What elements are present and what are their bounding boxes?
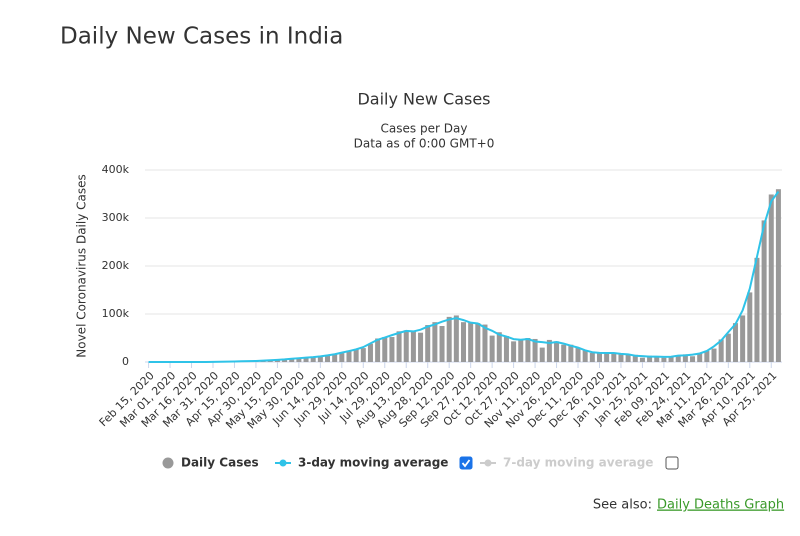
checkbox[interactable] <box>666 457 678 469</box>
bar <box>354 350 359 362</box>
chart-title: Daily New Cases <box>357 90 490 109</box>
bar <box>447 317 452 362</box>
bar <box>561 345 566 362</box>
bar <box>640 358 645 362</box>
bar <box>661 358 666 362</box>
bar <box>769 194 774 362</box>
bar <box>626 355 631 362</box>
bar <box>518 340 523 362</box>
bar <box>525 338 530 362</box>
bar <box>740 315 745 362</box>
bar <box>540 348 545 362</box>
bar <box>475 323 480 362</box>
bar <box>375 338 380 362</box>
bar <box>440 326 445 362</box>
bar <box>712 349 717 362</box>
bar <box>490 336 495 362</box>
bar <box>339 353 344 362</box>
legend-label[interactable]: Daily Cases <box>181 456 259 470</box>
bar <box>583 350 588 362</box>
bar <box>754 258 759 362</box>
bar <box>454 315 459 362</box>
bar <box>511 341 516 362</box>
see-also-link[interactable]: Daily Deaths Graph <box>657 498 784 513</box>
bar <box>554 341 559 362</box>
y-axis-label: Novel Coronavirus Daily Cases <box>75 174 89 357</box>
bar <box>461 322 466 362</box>
y-tick-label: 400k <box>102 163 130 176</box>
bar <box>726 334 731 362</box>
bar <box>733 323 738 362</box>
legend-label[interactable]: 3-day moving average <box>298 456 448 470</box>
legend-marker <box>485 460 492 467</box>
bar <box>597 353 602 362</box>
bar <box>590 353 595 362</box>
legend-marker <box>280 460 287 467</box>
bar <box>404 330 409 362</box>
bar <box>425 325 430 362</box>
bar <box>411 331 416 362</box>
bar <box>418 333 423 362</box>
bar <box>762 220 767 362</box>
legend-marker <box>163 458 174 469</box>
bar <box>690 356 695 362</box>
y-tick-label: 300k <box>102 211 130 224</box>
bar <box>432 322 437 362</box>
y-tick-label: 200k <box>102 259 130 272</box>
bar <box>361 348 366 362</box>
bar <box>482 325 487 362</box>
chart-subtitle: Data as of 0:00 GMT+0 <box>354 137 495 151</box>
see-also-prefix: See also: <box>593 498 652 513</box>
bar <box>611 353 616 362</box>
bar <box>382 337 387 362</box>
bar <box>576 348 581 362</box>
bar <box>368 344 373 362</box>
page-heading: Daily New Cases in India <box>60 24 343 50</box>
chart-subtitle: Cases per Day <box>381 122 468 136</box>
bar <box>389 337 394 362</box>
bar <box>747 292 752 362</box>
bar <box>468 323 473 362</box>
checkbox[interactable] <box>460 457 472 469</box>
bar <box>776 189 781 362</box>
y-tick-label: 100k <box>102 307 130 320</box>
y-tick-label: 0 <box>122 355 129 368</box>
bar <box>568 345 573 362</box>
bar <box>504 336 509 362</box>
legend-label[interactable]: 7-day moving average <box>503 456 653 470</box>
bar <box>497 332 502 362</box>
bar <box>397 331 402 362</box>
